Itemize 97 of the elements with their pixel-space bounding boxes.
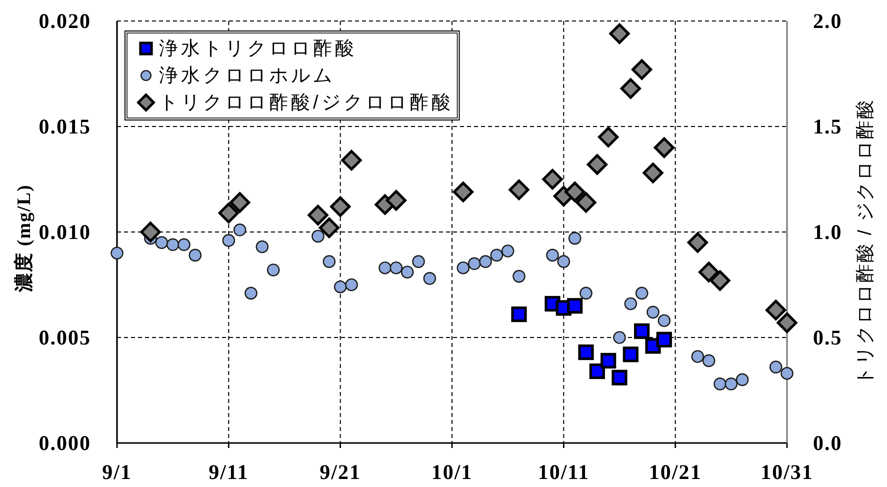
point	[598, 126, 619, 148]
point	[564, 182, 586, 202]
legend-label: トリクロロ酢酸/ジクロロ酢酸	[159, 92, 454, 113]
y2-tick-label: 2.0	[813, 9, 842, 33]
point	[578, 344, 594, 360]
point	[724, 378, 738, 390]
point	[736, 373, 749, 386]
point	[702, 354, 716, 368]
point	[230, 192, 250, 213]
y-axis-title: 濃度 (mg/L)	[12, 184, 34, 293]
point	[622, 346, 638, 362]
point	[698, 262, 720, 282]
point	[218, 202, 239, 224]
point	[568, 232, 582, 245]
point	[776, 312, 798, 334]
point	[589, 363, 605, 380]
point	[624, 297, 638, 310]
point	[512, 270, 526, 283]
point	[710, 270, 730, 291]
point	[256, 240, 269, 254]
point	[140, 222, 161, 242]
point	[479, 255, 492, 268]
point	[308, 204, 328, 226]
y-tick-label: 0.010	[38, 220, 91, 244]
point	[632, 59, 652, 80]
point	[345, 278, 358, 292]
point	[613, 331, 626, 344]
point	[542, 168, 563, 190]
x-tick-label: 10/11	[538, 460, 590, 484]
y2-tick-label: 0.0	[813, 431, 842, 455]
y-tick-label: 0.020	[38, 9, 91, 33]
point	[691, 350, 704, 363]
y2-tick-label: 1.0	[813, 220, 842, 244]
point	[620, 78, 641, 99]
x-tick-label: 10/21	[648, 460, 702, 484]
point	[769, 360, 782, 374]
point	[178, 238, 190, 252]
point	[312, 230, 324, 243]
point	[634, 323, 650, 339]
point	[508, 180, 530, 200]
point	[378, 261, 392, 274]
x-tick-label: 10/31	[760, 460, 814, 484]
y-tick-label: 0.015	[38, 114, 91, 138]
point	[322, 255, 336, 268]
x-tick-label: 10/1	[431, 460, 473, 484]
point	[334, 280, 347, 294]
point	[714, 378, 726, 390]
point	[654, 137, 674, 158]
point	[423, 272, 436, 285]
point	[490, 248, 504, 262]
point	[501, 244, 514, 258]
point	[780, 366, 794, 380]
point	[609, 23, 630, 44]
x-tick-label: 9/11	[208, 460, 249, 484]
point	[635, 286, 648, 300]
point	[166, 238, 180, 252]
point	[511, 306, 527, 322]
point	[567, 298, 583, 314]
y2-axis-title: トリクロロ酢酸 / ジクロロ酢酸	[854, 98, 876, 386]
point	[188, 248, 202, 262]
point	[642, 162, 664, 184]
y2-tick-label: 1.5	[813, 114, 842, 138]
point	[612, 370, 628, 386]
point	[468, 257, 481, 270]
point	[600, 352, 616, 369]
y2-tick-label: 0.5	[813, 326, 842, 350]
legend-label: 浄水クロロホルム	[159, 65, 335, 86]
x-tick-label: 9/21	[320, 460, 362, 484]
point	[766, 300, 786, 320]
point	[452, 182, 474, 202]
point	[400, 266, 414, 278]
point	[586, 154, 608, 175]
y-tick-label: 0.005	[38, 326, 91, 350]
point	[658, 314, 671, 328]
legend-label: 浄水トリクロロ酢酸	[159, 38, 357, 59]
point	[266, 264, 280, 276]
point	[412, 255, 425, 268]
point	[330, 196, 351, 217]
point	[222, 234, 236, 247]
point	[576, 192, 596, 213]
point	[456, 261, 470, 274]
y-tick-label: 0.000	[38, 431, 91, 455]
point	[390, 261, 403, 274]
point	[110, 246, 124, 260]
point	[386, 190, 406, 211]
point	[656, 332, 672, 348]
point	[341, 150, 362, 171]
point	[244, 286, 258, 300]
x-tick-label: 9/1	[102, 460, 132, 484]
point	[646, 306, 660, 319]
point	[233, 223, 246, 236]
point	[318, 217, 340, 238]
point	[580, 286, 592, 300]
point	[687, 232, 708, 253]
point	[155, 236, 168, 249]
point	[546, 248, 559, 262]
point	[557, 255, 570, 268]
